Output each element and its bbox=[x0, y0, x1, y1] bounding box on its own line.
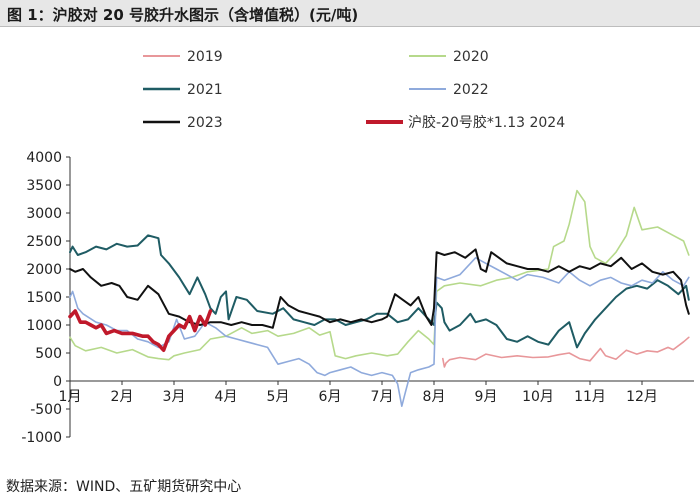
legend-label-2: 2021 bbox=[187, 82, 223, 98]
y-tick-label: 4000 bbox=[26, 150, 62, 166]
x-tick-label: 3月 bbox=[163, 389, 186, 405]
x-tick-label: 7月 bbox=[371, 389, 394, 405]
y-tick-label: 2500 bbox=[26, 234, 62, 250]
x-tick-label: 12月 bbox=[626, 389, 658, 405]
chart-title: 图 1：沪胶对 20 号胶升水图示（含增值税）(元/吨) bbox=[7, 6, 359, 24]
title-band: 图 1：沪胶对 20 号胶升水图示（含增值税）(元/吨) bbox=[0, 0, 700, 27]
y-tick-label: -500 bbox=[30, 402, 62, 418]
source-note: 数据来源：WIND、五矿期货研究中心 bbox=[6, 479, 242, 495]
series-line-4 bbox=[69, 248, 690, 329]
x-tick-label: 10月 bbox=[522, 389, 554, 405]
series-line-3 bbox=[69, 257, 690, 407]
series-lines bbox=[68, 189, 690, 407]
series-line-5 bbox=[68, 309, 213, 352]
series-line-1 bbox=[69, 189, 690, 361]
legend-label-5: 沪胶-20号胶*1.13 2024 bbox=[408, 114, 565, 131]
y-tick-label: 3000 bbox=[26, 206, 62, 222]
y-tick-label: 2000 bbox=[26, 262, 62, 278]
x-tick-label: 9月 bbox=[475, 389, 498, 405]
x-tick-label: 11月 bbox=[574, 389, 606, 405]
y-tick-label: 3500 bbox=[26, 178, 62, 194]
legend-label-3: 2022 bbox=[453, 82, 489, 98]
y-tick-label: 1000 bbox=[26, 318, 62, 334]
y-tick-label: 1500 bbox=[26, 290, 62, 306]
y-tick-label: 500 bbox=[35, 346, 62, 362]
x-tick-label: 8月 bbox=[423, 389, 446, 405]
x-tick-label: 6月 bbox=[319, 389, 342, 405]
y-axis: 4000 3500 3000 2500 2000 1500 1000 500 0 -500 -100… bbox=[21, 150, 71, 446]
x-tick-label: 5月 bbox=[267, 389, 290, 405]
x-tick-label: 1月 bbox=[59, 389, 82, 405]
x-tick-label: 2月 bbox=[111, 389, 134, 405]
x-axis: 1月 2月 3月 4月 5月 6月 7月 8月 9月 10月 11月 12月 bbox=[59, 380, 694, 405]
legend-label-4: 2023 bbox=[187, 115, 223, 131]
x-tick-label: 4月 bbox=[215, 389, 238, 405]
legend-label-0: 2019 bbox=[187, 49, 223, 65]
y-tick-label: 0 bbox=[53, 374, 62, 390]
chart-legend: 2019 2020 2021 2022 2023 沪胶-20号胶*1.13 2024 bbox=[143, 49, 565, 131]
series-line-2 bbox=[69, 234, 690, 349]
legend-label-1: 2020 bbox=[453, 49, 489, 65]
y-tick-label: -1000 bbox=[21, 430, 62, 446]
series-line-0 bbox=[442, 336, 690, 368]
